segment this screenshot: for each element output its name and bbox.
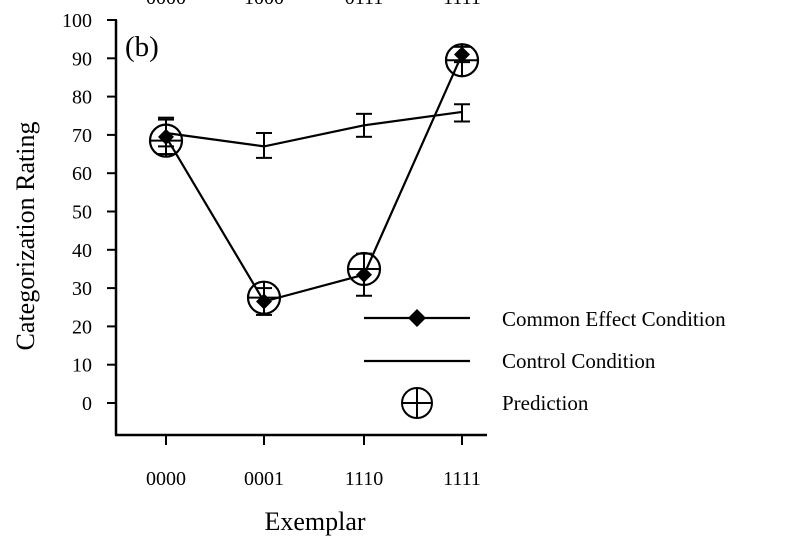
common-effect-diamond-3 [454, 46, 470, 63]
x-axis-title: Exemplar [264, 507, 365, 536]
panel-label: (b) [125, 31, 159, 63]
y-tick-label-9: 90 [72, 48, 92, 70]
y-axis-title: Categorization Rating [11, 122, 40, 351]
y-tick-label-3: 30 [72, 278, 92, 300]
y-tick-label-7: 70 [72, 125, 92, 147]
series-layer [148, 43, 480, 316]
y-tick-label-6: 60 [72, 163, 92, 185]
legend-prediction-marker [401, 387, 433, 419]
y-tick-label-1: 10 [72, 355, 92, 377]
legend: Common Effect Condition Control Conditio… [364, 307, 726, 419]
x-tick-label-0: 0000 [146, 468, 186, 490]
clipped-label-3: 1111 [443, 0, 481, 9]
common-effect-line [165, 54, 464, 303]
legend-label-control: Control Condition [502, 349, 656, 373]
common-effect-diamond-1 [256, 293, 272, 310]
control-condition-error-bar-1 [256, 131, 272, 159]
y-tick-label-5: 50 [72, 202, 92, 224]
y-axis-ticks: 0 10 20 30 40 50 60 70 80 90 100 [62, 10, 117, 415]
y-tick-label-8: 80 [72, 87, 92, 109]
x-tick-label-3: 1111 [443, 468, 481, 490]
common-effect-diamond-2 [356, 266, 372, 283]
y-tick-label-4: 40 [72, 240, 92, 262]
control-condition-error-bar-2 [356, 112, 372, 138]
control-condition-line [165, 110, 463, 148]
x-axis-ticks: 0000 0001 1110 1111 [146, 434, 481, 490]
control-condition-error-bar-3 [454, 103, 470, 123]
legend-label-common-effect: Common Effect Condition [502, 307, 726, 331]
clipped-label-0: 0000 [146, 0, 186, 9]
x-tick-label-2: 1110 [345, 468, 384, 490]
y-tick-label-10: 100 [62, 10, 92, 32]
legend-label-prediction: Prediction [502, 391, 589, 415]
y-tick-label-2: 20 [72, 316, 92, 338]
y-tick-label-0: 0 [82, 393, 92, 415]
legend-diamond-marker [408, 309, 426, 327]
common-effect-diamond-0 [158, 128, 174, 145]
x-tick-label-1: 0001 [244, 468, 284, 490]
